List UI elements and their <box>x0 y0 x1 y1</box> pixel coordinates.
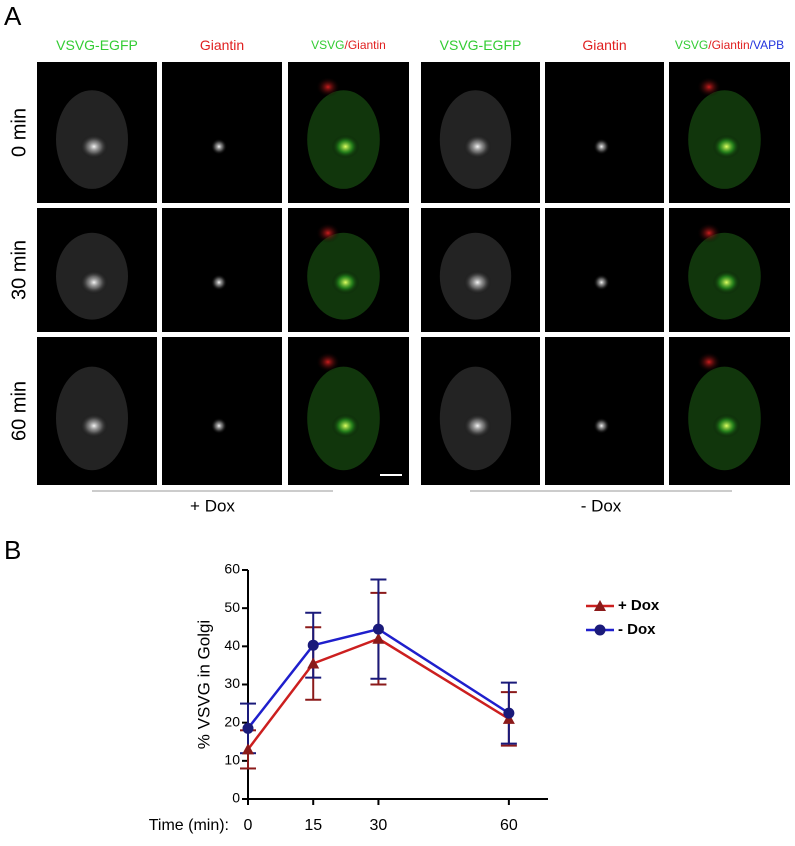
header-part: /VAPB <box>750 38 784 52</box>
red-cell <box>697 223 721 243</box>
marker <box>242 722 254 734</box>
y-tick-label: 60 <box>224 561 240 577</box>
red-cell <box>697 352 721 372</box>
golgi <box>80 270 108 295</box>
golgi <box>593 274 610 291</box>
marker <box>372 632 385 644</box>
column-header: Giantin <box>582 37 626 53</box>
header-part: VSVG-EGFP <box>56 37 138 53</box>
row-label: 0 min <box>8 108 30 157</box>
golgi <box>80 134 108 159</box>
x-tick-label: 30 <box>370 817 388 834</box>
golgi <box>331 413 360 438</box>
red-cell <box>316 223 340 243</box>
column-header: VSVG/Giantin <box>311 38 386 52</box>
header-part: VSVG <box>675 38 708 52</box>
column-header: VSVG/Giantin/VAPB <box>675 38 784 52</box>
group-label: - Dox <box>581 496 622 515</box>
micrograph <box>162 208 282 332</box>
series-line <box>247 637 510 751</box>
column-header: Giantin <box>200 37 244 53</box>
golgi <box>211 274 227 291</box>
y-tick-label: 50 <box>224 599 240 615</box>
x-tick-label: 0 <box>244 817 253 834</box>
marker <box>503 707 515 719</box>
red-cell <box>697 77 721 97</box>
golgi <box>712 134 741 159</box>
golgi <box>463 270 492 295</box>
chart: B 0 10 20 30 40 50 60 0 15 30 60 Time (min): % VSVG i… <box>4 535 660 834</box>
micrograph <box>545 337 664 485</box>
group-label: + Dox <box>190 496 235 515</box>
marker <box>372 623 384 635</box>
panel-label: B <box>4 535 21 565</box>
marker <box>594 600 606 611</box>
golgi <box>593 138 610 155</box>
y-tick-label: 0 <box>232 790 240 806</box>
x-axis-title: Time (min): <box>149 817 229 834</box>
golgi <box>80 413 108 438</box>
micrograph <box>162 337 282 485</box>
golgi <box>463 413 492 438</box>
column-header: VSVG-EGFP <box>56 37 138 53</box>
golgi <box>331 270 360 295</box>
y-tick-label: 20 <box>224 713 240 729</box>
golgi <box>593 417 610 434</box>
x-tick-label: 15 <box>304 817 322 834</box>
header-part: Giantin <box>200 37 244 53</box>
x-tick-label: 60 <box>500 817 518 834</box>
golgi <box>211 417 227 434</box>
micrograph <box>162 62 282 203</box>
marker <box>242 743 254 755</box>
marker <box>594 624 606 636</box>
image-grid: VSVG-EGFP Giantin VSVG/Giantin VSVG-EGFP Gia… <box>8 37 790 515</box>
legend-label: + Dox <box>618 597 660 614</box>
marker <box>307 639 319 651</box>
golgi <box>712 270 741 295</box>
panel-label: A <box>4 1 22 31</box>
golgi <box>712 413 741 438</box>
y-tick-label: 10 <box>224 752 240 768</box>
legend-label: - Dox <box>618 621 656 638</box>
micrograph <box>545 62 664 203</box>
column-header: VSVG-EGFP <box>440 37 522 53</box>
header-part: /Giantin <box>345 38 386 52</box>
golgi <box>211 138 227 155</box>
y-tick-label: 40 <box>224 637 240 653</box>
marker <box>307 657 320 669</box>
golgi <box>463 134 492 159</box>
header-part: VSVG <box>311 38 344 52</box>
header-part: /Giantin <box>708 38 749 52</box>
series-line <box>247 627 510 730</box>
y-axis-title: % VSVG in Golgi <box>194 620 213 749</box>
header-part: VSVG-EGFP <box>440 37 522 53</box>
row-label: 30 min <box>8 240 30 300</box>
header-part: Giantin <box>582 37 626 53</box>
row-label: 60 min <box>8 381 30 441</box>
red-cell <box>316 77 340 97</box>
micrograph <box>545 208 664 332</box>
red-cell <box>316 352 340 372</box>
golgi <box>331 134 360 159</box>
y-tick-label: 30 <box>224 675 240 691</box>
